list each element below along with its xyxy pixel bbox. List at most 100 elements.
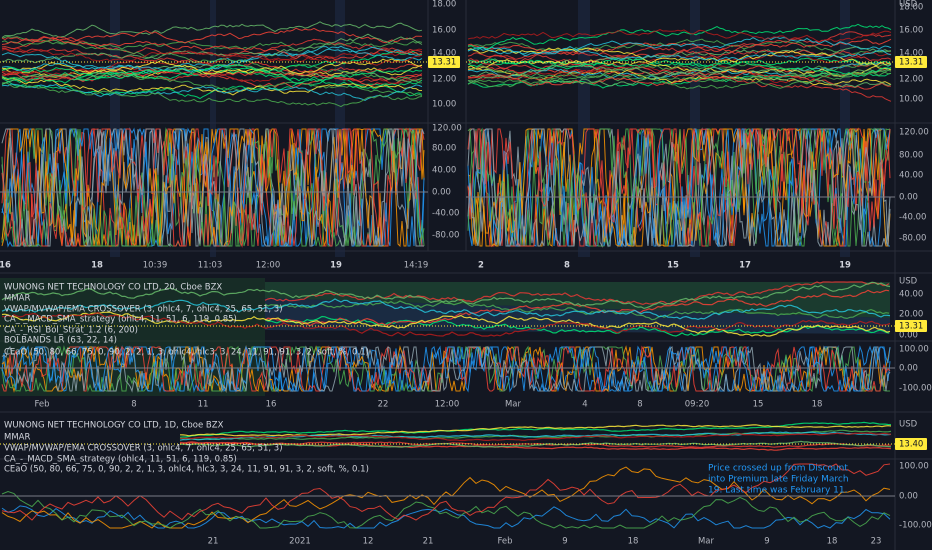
indicator-line	[1, 58, 423, 75]
time-tick-label: 09:20	[685, 400, 710, 410]
indicator-line	[179, 441, 891, 449]
time-tick-label: 11:03	[198, 261, 223, 271]
time-tick-label: 16	[266, 400, 277, 410]
time-tick-label: 16	[0, 261, 11, 271]
time-tick-label: 12:00	[256, 261, 281, 271]
osc-tick-label: 100.00	[899, 462, 929, 472]
price-badge-label: 13.31	[899, 58, 923, 68]
indicator-line	[1, 128, 425, 248]
time-tick-label: 18	[827, 537, 838, 547]
price-badge	[895, 56, 927, 68]
time-tick-label: 23	[871, 537, 882, 547]
osc-tick-label: -100.00	[899, 384, 932, 394]
price-tick-label: 14.00	[432, 49, 456, 59]
time-tick-label: 22	[378, 400, 389, 410]
osc-tick-label: 80.00	[432, 144, 456, 154]
time-tick-label: 2021	[289, 537, 311, 547]
indicator-line	[467, 69, 892, 85]
osc-tick-label: 120.00	[899, 128, 929, 138]
osc-tick-label: 0.00	[899, 193, 918, 203]
time-tick-label: Mar	[698, 537, 715, 547]
indicator-line	[1, 345, 891, 393]
time-tick-label: 8	[564, 261, 570, 271]
indicator-line	[467, 38, 892, 56]
indicator-line	[467, 65, 892, 86]
indicator-line	[1, 63, 423, 81]
indicator-line	[467, 58, 892, 78]
time-tick-label: 4	[582, 400, 587, 410]
price-badge-label: 13.31	[899, 322, 923, 332]
indicator-line	[1, 75, 423, 100]
time-tick-label: 18	[812, 400, 823, 410]
time-tick-label: 14:19	[404, 261, 429, 271]
time-tick-label: 17	[739, 261, 751, 271]
price-tick-label: 14.00	[899, 49, 923, 59]
indicator-line	[467, 47, 892, 67]
time-tick-label: 11	[198, 400, 209, 410]
indicator-line	[467, 29, 892, 43]
indicator-line	[1, 128, 425, 248]
indicator-line	[1, 21, 423, 38]
osc-tick-label: 120.00	[432, 124, 462, 134]
osc-tick-label: -80.00	[899, 234, 926, 244]
price-badge-label: 13.31	[432, 58, 456, 68]
price-badge-label: 13.40	[899, 440, 923, 450]
price-tick-label: 18.00	[432, 0, 456, 10]
indicator-line	[1, 345, 891, 393]
price-tick-label: 16.00	[432, 26, 456, 36]
time-tick-label: 15	[667, 261, 679, 271]
osc-tick-label: 100.00	[899, 345, 929, 355]
osc-tick-label: -40.00	[899, 213, 926, 223]
price-tick-label: 12.00	[432, 75, 456, 85]
indicator-line	[264, 300, 890, 321]
indicator-line	[1, 47, 423, 66]
indicator-line	[1, 48, 423, 78]
indicator-line	[1, 463, 891, 521]
session-band	[840, 0, 850, 257]
indicator-line	[1, 35, 423, 57]
osc-tick-label: 0.00	[899, 492, 918, 502]
unit-label: USD	[899, 420, 918, 430]
indicator-line	[1, 127, 425, 248]
indicator-line	[1, 311, 891, 337]
time-tick-label: 18	[628, 537, 639, 547]
indicator-line	[179, 432, 892, 442]
indicator-line	[467, 127, 891, 247]
time-tick-label: 15	[753, 400, 764, 410]
legend-entry: CA_-_MACD_SMA_strategy (ohlc4, 11, 51, 6…	[4, 315, 237, 325]
price-badge	[895, 320, 927, 332]
time-tick-label: 19	[839, 261, 851, 271]
indicator-line	[1, 48, 423, 73]
osc-tick-label: 0.00	[899, 364, 918, 374]
time-tick-label: Mar	[505, 400, 522, 410]
legend-entry: BOLBANDS LR (63, 22, 14)	[4, 336, 117, 346]
time-tick-label: 8	[131, 400, 136, 410]
osc-tick-label: 80.00	[899, 151, 923, 161]
time-tick-label: Feb	[34, 400, 49, 410]
price-tick-label: 10.00	[432, 100, 456, 110]
osc-tick-label: 40.00	[432, 166, 456, 176]
indicator-line	[179, 431, 892, 441]
indicator-line	[1, 33, 423, 64]
osc-tick-label: 40.00	[899, 171, 923, 181]
price-tick-label: 12.00	[899, 75, 923, 85]
unit-label: USD	[899, 277, 918, 287]
session-band	[335, 0, 345, 257]
legend-entry: MMAR	[4, 433, 30, 443]
indicator-line	[467, 45, 892, 62]
time-tick-label: 12	[363, 537, 374, 547]
annotation: Price crossed up from Discount	[708, 464, 848, 474]
legend-entry: VWAP/MVWAP/EMA CROSSOVER (3, ohlc4, 7, o…	[4, 305, 283, 315]
indicator-line	[1, 63, 423, 82]
indicator-line	[1, 127, 425, 247]
price-tick-label: 0.00	[899, 331, 918, 341]
indicator-line	[467, 23, 892, 50]
indicator-line	[264, 315, 890, 337]
indicator-line	[1, 36, 423, 61]
indicator-line	[1, 490, 891, 529]
time-tick-label: 21	[423, 537, 434, 547]
price-tick-label: 20.00	[899, 310, 923, 320]
price-tick-label: 18.00	[899, 3, 923, 13]
time-tick-label: 10:39	[143, 261, 168, 271]
